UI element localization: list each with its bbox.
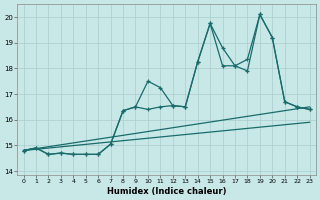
- X-axis label: Humidex (Indice chaleur): Humidex (Indice chaleur): [107, 187, 226, 196]
